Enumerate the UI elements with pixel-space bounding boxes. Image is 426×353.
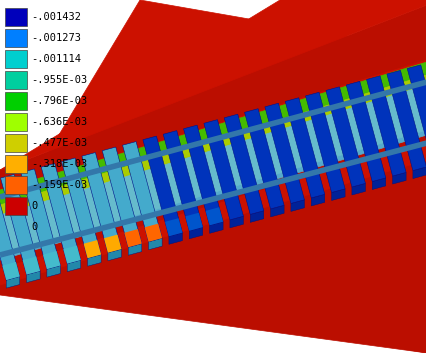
Polygon shape (0, 62, 426, 205)
Polygon shape (0, 60, 426, 285)
Polygon shape (325, 87, 365, 187)
Polygon shape (108, 249, 121, 261)
Bar (5, 134, 27, 152)
Polygon shape (204, 120, 243, 220)
Polygon shape (6, 276, 20, 288)
Polygon shape (371, 178, 385, 190)
Polygon shape (209, 222, 222, 233)
Polygon shape (26, 271, 40, 283)
Bar (5, 50, 27, 68)
Polygon shape (285, 98, 324, 198)
Text: -.318E-03: -.318E-03 (31, 159, 87, 169)
Polygon shape (47, 265, 60, 277)
Bar (5, 176, 27, 194)
Polygon shape (164, 218, 182, 236)
Bar (5, 155, 27, 173)
Text: -.001432: -.001432 (31, 12, 81, 22)
Polygon shape (189, 227, 202, 239)
Polygon shape (67, 260, 81, 272)
Polygon shape (244, 109, 283, 209)
Polygon shape (23, 257, 40, 275)
Polygon shape (0, 180, 20, 280)
Polygon shape (124, 229, 141, 247)
Polygon shape (351, 183, 365, 195)
Polygon shape (0, 85, 426, 255)
Text: -.477E-03: -.477E-03 (31, 138, 87, 148)
Polygon shape (305, 92, 344, 192)
Bar (5, 92, 27, 110)
Polygon shape (270, 205, 283, 217)
Polygon shape (205, 207, 222, 225)
Polygon shape (250, 211, 263, 222)
Bar (5, 113, 27, 131)
Text: -.159E-03: -.159E-03 (31, 180, 87, 190)
Polygon shape (391, 172, 405, 184)
Polygon shape (0, 70, 426, 260)
Polygon shape (21, 169, 60, 269)
Polygon shape (185, 213, 202, 231)
Polygon shape (87, 255, 101, 266)
Polygon shape (82, 152, 121, 253)
Polygon shape (61, 158, 101, 258)
Bar (5, 197, 27, 215)
Polygon shape (183, 125, 222, 225)
Polygon shape (0, 75, 426, 215)
Bar (5, 29, 27, 47)
Text: -.796E-03: -.796E-03 (31, 96, 87, 106)
Polygon shape (412, 167, 426, 179)
Bar (5, 8, 27, 26)
Polygon shape (406, 65, 426, 165)
Polygon shape (0, 90, 426, 268)
Text: 0: 0 (31, 222, 37, 232)
Polygon shape (311, 194, 324, 206)
Polygon shape (169, 233, 182, 244)
Polygon shape (0, 5, 426, 353)
Polygon shape (366, 76, 405, 176)
Polygon shape (148, 238, 162, 250)
Polygon shape (128, 244, 141, 255)
Polygon shape (0, 174, 40, 275)
Polygon shape (41, 163, 81, 264)
Polygon shape (264, 103, 304, 203)
Text: -.636E-03: -.636E-03 (31, 117, 87, 127)
Polygon shape (2, 262, 20, 280)
Text: -.955E-03: -.955E-03 (31, 75, 87, 85)
Text: -.001273: -.001273 (31, 33, 81, 43)
Polygon shape (63, 246, 81, 264)
Polygon shape (83, 240, 101, 258)
Polygon shape (104, 235, 121, 253)
Polygon shape (143, 136, 182, 236)
Polygon shape (290, 200, 304, 211)
Polygon shape (43, 251, 60, 269)
Polygon shape (102, 147, 141, 247)
Bar (5, 71, 27, 89)
Polygon shape (122, 142, 162, 242)
Text: -.001114: -.001114 (31, 54, 81, 64)
Polygon shape (229, 216, 243, 228)
Polygon shape (0, 0, 426, 170)
Text: 0: 0 (31, 201, 37, 211)
Polygon shape (386, 70, 426, 170)
Polygon shape (144, 224, 162, 242)
Polygon shape (345, 81, 385, 181)
Polygon shape (224, 114, 263, 214)
Polygon shape (163, 131, 202, 231)
Polygon shape (331, 189, 344, 201)
